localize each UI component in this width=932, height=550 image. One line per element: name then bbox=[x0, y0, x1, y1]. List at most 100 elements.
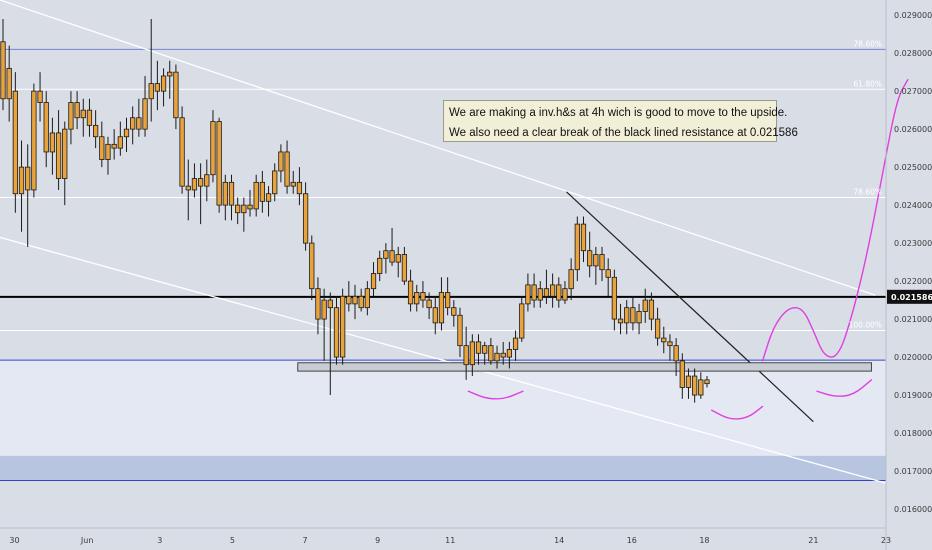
candle bbox=[525, 273, 531, 312]
annotation-line-1: We are making a inv.h&s at 4h wich is go… bbox=[449, 107, 788, 119]
fib-78.6-lower-label: 78.60% bbox=[853, 188, 882, 197]
candle bbox=[315, 277, 321, 335]
candle-body bbox=[445, 292, 451, 309]
candle-body bbox=[463, 345, 469, 366]
candle-body bbox=[136, 117, 142, 130]
candle-body bbox=[123, 128, 130, 138]
candle bbox=[130, 106, 136, 145]
channel-lower bbox=[0, 236, 887, 484]
candle bbox=[407, 269, 414, 312]
candle bbox=[599, 246, 605, 282]
candle bbox=[6, 45, 12, 122]
price-tick-label: 0.016000 bbox=[894, 505, 932, 514]
candle bbox=[420, 281, 426, 308]
fib-61.8-label: 61.80% bbox=[853, 79, 882, 88]
price-tag-bg bbox=[887, 289, 932, 304]
time-axis[interactable]: 30 Jun 3 5 7 9 11 14 16 18 21 23 bbox=[9, 536, 891, 545]
candle bbox=[370, 262, 377, 297]
candle-body bbox=[68, 102, 74, 130]
candle-body bbox=[62, 128, 68, 179]
candle-body bbox=[358, 295, 364, 309]
candle-body bbox=[432, 307, 438, 324]
candle bbox=[210, 110, 216, 183]
candle-body bbox=[593, 254, 599, 267]
candle-body bbox=[222, 181, 228, 206]
candle bbox=[531, 273, 537, 308]
candle bbox=[43, 91, 49, 168]
candle bbox=[204, 159, 210, 202]
candle-body bbox=[80, 109, 86, 119]
candle-body bbox=[278, 151, 284, 172]
candle bbox=[93, 110, 99, 149]
candle bbox=[179, 106, 185, 194]
annotation-note[interactable]: We are making a inv.h&s at 4h wich is go… bbox=[443, 100, 798, 142]
candle-body bbox=[333, 307, 340, 358]
candle bbox=[692, 368, 698, 403]
price-axis[interactable]: 0.029000 0.028000 0.027000 0.026000 0.025000… bbox=[894, 11, 932, 514]
candle bbox=[463, 326, 469, 380]
candle-body bbox=[679, 360, 685, 388]
candle-body bbox=[37, 90, 43, 103]
candle bbox=[49, 117, 56, 175]
candle-body bbox=[247, 204, 253, 210]
candle-body bbox=[636, 311, 642, 324]
candle-body bbox=[611, 276, 617, 320]
candle bbox=[142, 75, 148, 137]
time-axis-background bbox=[0, 528, 886, 550]
candle bbox=[235, 197, 241, 225]
candle-body bbox=[130, 117, 136, 130]
candle-body bbox=[642, 299, 648, 312]
price-tick-label: 0.025000 bbox=[894, 163, 932, 172]
candle-body bbox=[210, 121, 216, 176]
candle bbox=[451, 300, 457, 327]
candle bbox=[580, 216, 587, 263]
candle bbox=[173, 64, 179, 130]
candle-body bbox=[562, 288, 568, 301]
candle bbox=[654, 307, 661, 346]
candle bbox=[482, 341, 488, 365]
candle bbox=[290, 170, 296, 194]
candle-body bbox=[49, 132, 56, 153]
candle bbox=[18, 140, 25, 232]
candle-body bbox=[383, 250, 389, 259]
candle-body bbox=[494, 352, 500, 362]
candle-body bbox=[574, 223, 580, 271]
head-arc bbox=[711, 405, 764, 420]
candle-body bbox=[605, 269, 611, 278]
candle bbox=[457, 307, 463, 358]
candle-body bbox=[549, 284, 556, 297]
candles-layer bbox=[0, 18, 710, 403]
candle bbox=[68, 91, 74, 145]
projection-path bbox=[761, 79, 909, 362]
price-tick-label: 0.026000 bbox=[894, 125, 932, 134]
candle bbox=[154, 60, 161, 111]
candle bbox=[475, 334, 482, 365]
candle-body bbox=[18, 166, 25, 195]
price-tick-label: 0.028000 bbox=[894, 49, 932, 58]
candle-body bbox=[698, 379, 704, 396]
candle bbox=[537, 281, 543, 308]
time-tick-label: 3 bbox=[157, 536, 162, 545]
candle bbox=[506, 341, 513, 369]
candle bbox=[543, 269, 550, 304]
candle-body bbox=[142, 98, 148, 130]
candle bbox=[704, 376, 710, 388]
candle-body bbox=[265, 193, 272, 202]
candle bbox=[123, 117, 130, 152]
time-tick-label: 5 bbox=[230, 536, 235, 545]
candle bbox=[364, 281, 370, 316]
candle-body bbox=[556, 284, 562, 301]
candle-body bbox=[346, 295, 352, 305]
candle bbox=[500, 341, 506, 365]
candle-body bbox=[216, 121, 222, 206]
candle bbox=[0, 18, 6, 111]
candle bbox=[80, 98, 86, 137]
price-tick-label: 0.027000 bbox=[894, 87, 932, 96]
candle-body bbox=[519, 303, 525, 339]
candle-body bbox=[173, 71, 179, 119]
candle-body bbox=[327, 299, 333, 309]
time-tick-label: 7 bbox=[302, 536, 307, 545]
candle bbox=[302, 182, 309, 251]
candle-body bbox=[340, 295, 346, 358]
